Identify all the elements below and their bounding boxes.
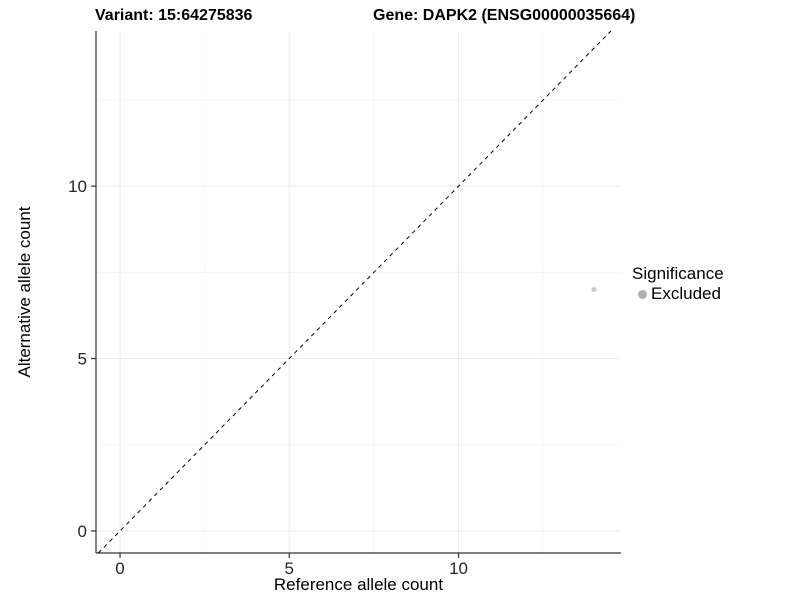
plot-title-variant: Variant: 15:64275836 <box>95 7 253 24</box>
plot-title-gene: Gene: DAPK2 (ENSG00000035664) <box>373 7 636 24</box>
legend: Significance Excluded <box>632 264 724 304</box>
y-tick-label: 0 <box>78 522 87 541</box>
identity-line <box>98 30 612 554</box>
x-axis-title: Reference allele count <box>273 575 444 594</box>
x-tick-label: 5 <box>285 559 294 578</box>
y-axis-title: Alternative allele count <box>15 206 34 378</box>
legend-entry-excluded: Excluded <box>632 284 724 304</box>
x-tick-label: 10 <box>449 559 468 578</box>
y-tick-label: 10 <box>68 177 87 196</box>
legend-entry-label: Excluded <box>651 284 721 303</box>
data-point <box>591 287 597 293</box>
x-tick-label: 0 <box>115 559 124 578</box>
legend-point-icon <box>638 289 647 299</box>
y-tick-label: 5 <box>78 350 87 369</box>
legend-title: Significance <box>632 264 724 283</box>
